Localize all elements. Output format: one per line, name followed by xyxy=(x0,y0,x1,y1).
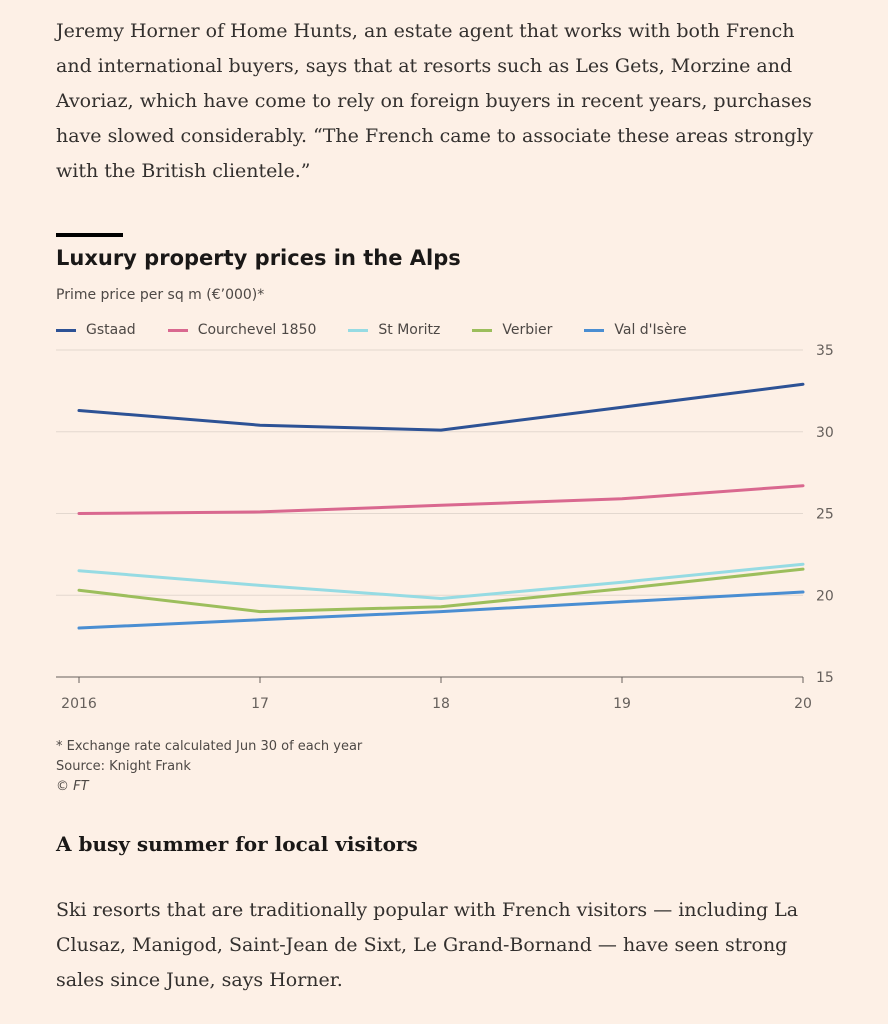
x-tick-label: 19 xyxy=(613,696,631,712)
legend-swatch xyxy=(472,328,493,332)
legend-swatch xyxy=(348,328,369,332)
legend-item: St Moritz xyxy=(348,322,440,338)
x-tick-label: 17 xyxy=(251,696,269,712)
legend-swatch xyxy=(584,328,605,332)
legend-swatch xyxy=(167,328,188,332)
legend-item: Courchevel 1850 xyxy=(167,322,317,338)
legend-label: Courchevel 1850 xyxy=(197,322,317,338)
series-line-st-moritz xyxy=(77,562,805,600)
y-tick-label: 35 xyxy=(816,343,834,359)
y-tick-label: 30 xyxy=(816,425,834,441)
chart-copyright: © FT xyxy=(56,779,89,794)
x-tick-label: 2016 xyxy=(61,696,97,712)
legend-swatch xyxy=(56,328,76,332)
series-line-verbier xyxy=(77,567,805,614)
chart-source: Source: Knight Frank xyxy=(56,759,191,774)
legend-label: Val d'Isère xyxy=(614,322,687,338)
chart-title: Luxury property prices in the Alps xyxy=(56,246,461,270)
legend-label: Verbier xyxy=(502,322,553,338)
y-tick-label: 25 xyxy=(816,507,834,523)
chart-subtitle: Prime price per sq m (€’000)* xyxy=(56,287,265,303)
chart-top-rule xyxy=(56,233,123,237)
legend-label: Gstaad xyxy=(86,322,136,338)
series-line-courchevel-1850 xyxy=(77,484,805,515)
chart-notes: * Exchange rate calculated Jun 30 of eac… xyxy=(56,737,362,797)
legend-item: Gstaad xyxy=(56,322,136,338)
legend-item: Val d'Isère xyxy=(584,322,687,338)
y-tick-label: 20 xyxy=(816,588,834,604)
article-paragraph: Jeremy Horner of Home Hunts, an estate a… xyxy=(56,20,814,182)
section-heading: A busy summer for local visitors xyxy=(56,832,418,856)
x-tick-label: 18 xyxy=(432,696,450,712)
chart-footnote: * Exchange rate calculated Jun 30 of eac… xyxy=(56,739,363,754)
legend-item: Verbier xyxy=(472,322,552,338)
article-paragraph: Ski resorts that are traditionally popul… xyxy=(56,899,799,991)
series-line-val-d-is-re xyxy=(77,590,805,630)
series-line-gstaad xyxy=(77,382,805,432)
legend-label: St Moritz xyxy=(378,322,441,338)
chart-legend: Gstaad Courchevel 1850 St Moritz Verbier Val… xyxy=(56,322,719,338)
y-tick-label: 15 xyxy=(816,670,834,686)
x-tick-label: 20 xyxy=(794,696,812,712)
